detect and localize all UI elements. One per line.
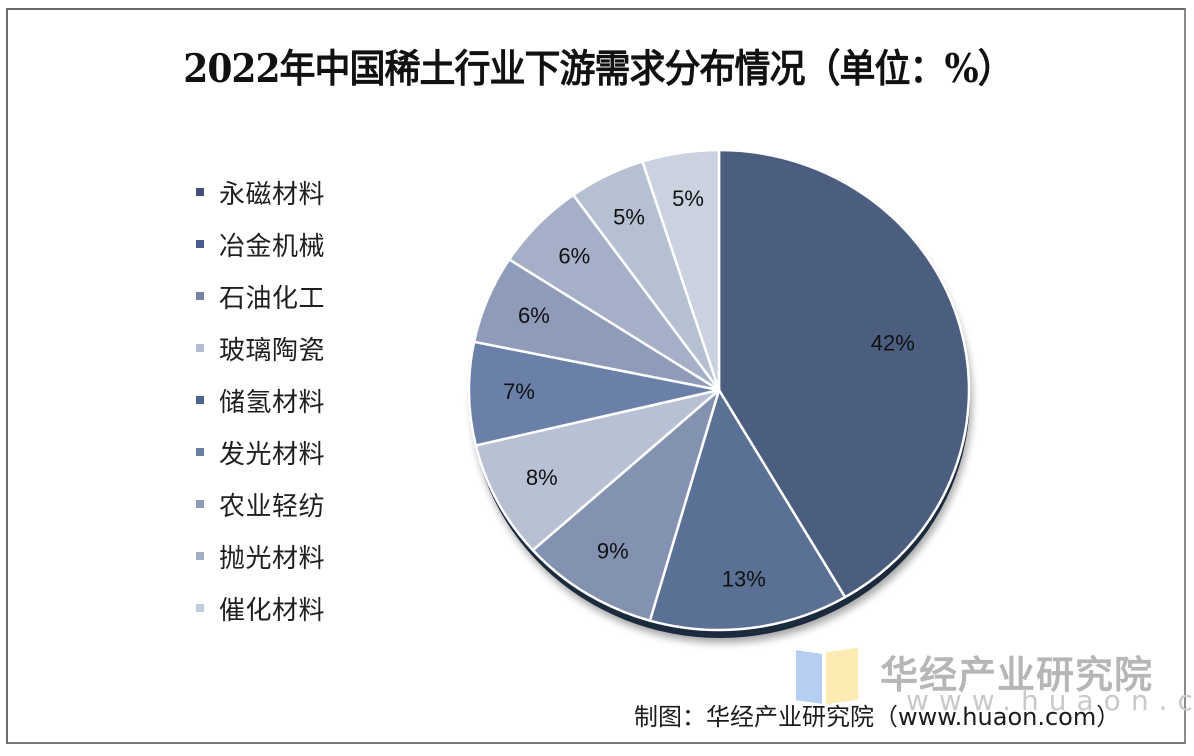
slice-value-label: 7% xyxy=(503,379,535,404)
legend-item: 农业轻纺 xyxy=(196,478,325,530)
slice-value-label: 5% xyxy=(613,204,645,229)
pie-slice xyxy=(648,388,847,632)
legend-label: 永磁材料 xyxy=(219,179,326,210)
chart-source: 制图：华经产业研究院（www.huaon.com） xyxy=(634,703,1121,731)
legend-label: 抛光材料 xyxy=(219,543,326,574)
slice-value-label: 42% xyxy=(871,331,915,356)
legend-label: 玻璃陶瓷 xyxy=(219,335,326,366)
legend-item: 储氢材料 xyxy=(196,374,325,426)
legend-item: 催化材料 xyxy=(196,582,325,634)
legend-item: 石油化工 xyxy=(196,270,325,322)
pie-slice xyxy=(641,148,721,392)
slice-value-label: 6% xyxy=(518,303,550,328)
legend-label: 冶金机械 xyxy=(219,231,326,262)
legend-item: 发光材料 xyxy=(196,426,325,478)
slice-value-label: 9% xyxy=(597,538,629,563)
pie-slices xyxy=(467,148,971,632)
legend-label: 催化材料 xyxy=(219,595,326,626)
slice-value-label: 13% xyxy=(722,566,766,591)
legend-marker-icon xyxy=(196,500,204,508)
legend-label: 发光材料 xyxy=(219,439,326,470)
legend-marker-icon xyxy=(196,604,204,612)
chart-legend: 永磁材料 冶金机械 石油化工 玻璃陶瓷 储氢材料 发光材料 农业轻纺 抛光材料 … xyxy=(196,166,325,634)
chart-title: 2022年中国稀土行业下游需求分布情况（单位：%） xyxy=(183,46,1013,92)
legend-item: 玻璃陶瓷 xyxy=(196,322,325,374)
legend-item: 永磁材料 xyxy=(196,166,325,218)
legend-marker-icon xyxy=(196,240,204,248)
pie-slice xyxy=(531,388,721,622)
legend-label: 石油化工 xyxy=(219,283,326,314)
slice-value-label: 5% xyxy=(672,186,704,211)
legend-marker-icon xyxy=(196,448,204,456)
legend-label: 农业轻纺 xyxy=(219,491,326,522)
legend-label: 储氢材料 xyxy=(219,387,326,418)
legend-item: 抛光材料 xyxy=(196,530,325,582)
pie-slice xyxy=(467,340,721,447)
slice-value-label: 8% xyxy=(526,465,558,490)
legend-marker-icon xyxy=(196,188,204,196)
legend-marker-icon xyxy=(196,292,204,300)
legend-marker-icon xyxy=(196,396,204,404)
legend-item: 冶金机械 xyxy=(196,218,325,270)
pie-slice-labels: 42% 13% 9% 8% 7% 6% 6% 5% 5% xyxy=(503,186,915,591)
legend-marker-icon xyxy=(196,344,204,352)
legend-marker-icon xyxy=(196,552,204,560)
slice-value-label: 6% xyxy=(558,243,590,268)
pie-slice xyxy=(717,148,971,599)
pie-slice xyxy=(474,388,721,552)
